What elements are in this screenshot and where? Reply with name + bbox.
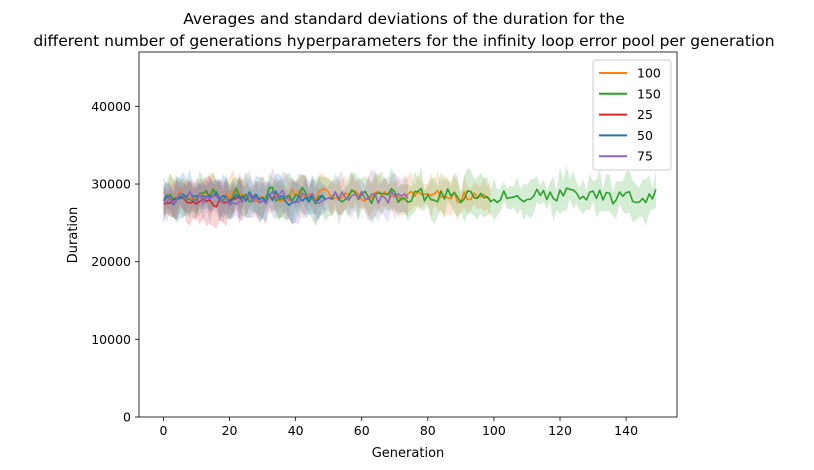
x-tick-label: 80 [420, 423, 436, 438]
legend-label-150: 150 [637, 86, 661, 101]
legend-label-25: 25 [637, 107, 653, 122]
legend-label-100: 100 [637, 66, 661, 81]
y-tick-label: 30000 [91, 177, 131, 192]
y-tick-label: 40000 [91, 99, 131, 114]
x-axis-ticks: 0 20 40 60 80 100 120 140 [159, 417, 638, 438]
series-lines [162, 186, 657, 208]
std-band-150 [163, 165, 656, 227]
x-axis-label: Generation [372, 446, 445, 461]
x-tick-label: 40 [288, 423, 304, 438]
legend-label-75: 75 [637, 149, 653, 164]
legend: 100 150 25 50 75 [592, 59, 672, 171]
legend-label-50: 50 [637, 128, 653, 143]
std-band-25 [163, 172, 243, 229]
y-axis-label: Duration [66, 207, 81, 263]
x-tick-label: 20 [222, 423, 238, 438]
y-tick-label: 10000 [91, 332, 131, 347]
chart-title-line-1: Averages and standard deviations of the … [183, 10, 625, 28]
series-line-150 [162, 186, 657, 205]
series-line-75 [162, 189, 409, 206]
x-tick-label: 120 [548, 423, 572, 438]
y-tick-label: 0 [123, 410, 131, 425]
y-axis-ticks: 0 10000 20000 30000 40000 [91, 99, 139, 425]
legend-box [592, 59, 672, 171]
x-tick-label: 140 [614, 423, 638, 438]
x-tick-label: 0 [159, 423, 167, 438]
chart-title-line-2: different number of generations hyperpar… [33, 32, 774, 50]
x-tick-label: 100 [482, 423, 506, 438]
y-tick-label: 20000 [91, 254, 131, 269]
std-band-100 [163, 170, 491, 222]
plot-frame [138, 51, 678, 418]
x-tick-label: 60 [354, 423, 370, 438]
